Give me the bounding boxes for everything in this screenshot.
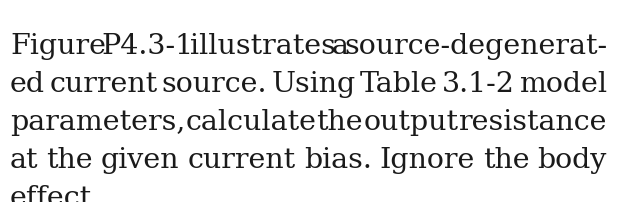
Text: Figure: Figure (10, 33, 106, 60)
Text: effect.: effect. (10, 184, 101, 202)
Text: bias.: bias. (304, 146, 371, 173)
Text: current: current (188, 146, 296, 173)
Text: current: current (49, 71, 157, 98)
Text: Table: Table (360, 71, 437, 98)
Text: Ignore: Ignore (379, 146, 475, 173)
Text: body: body (537, 146, 607, 173)
Text: source.: source. (162, 71, 267, 98)
Text: 3.1-2: 3.1-2 (442, 71, 515, 98)
Text: given: given (101, 146, 180, 173)
Text: Using: Using (271, 71, 355, 98)
Text: calculate: calculate (185, 108, 317, 135)
Text: a: a (331, 33, 348, 60)
Text: source-degenerat-: source-degenerat- (344, 33, 607, 60)
Text: resistance: resistance (458, 108, 607, 135)
Text: illustrates: illustrates (189, 33, 336, 60)
Text: P4.3-1: P4.3-1 (102, 33, 194, 60)
Text: parameters,: parameters, (10, 108, 185, 135)
Text: at: at (10, 146, 38, 173)
Text: output: output (363, 108, 458, 135)
Text: the: the (46, 146, 93, 173)
Text: ed: ed (10, 71, 45, 98)
Text: model: model (519, 71, 607, 98)
Text: the: the (483, 146, 529, 173)
Text: the: the (317, 108, 363, 135)
